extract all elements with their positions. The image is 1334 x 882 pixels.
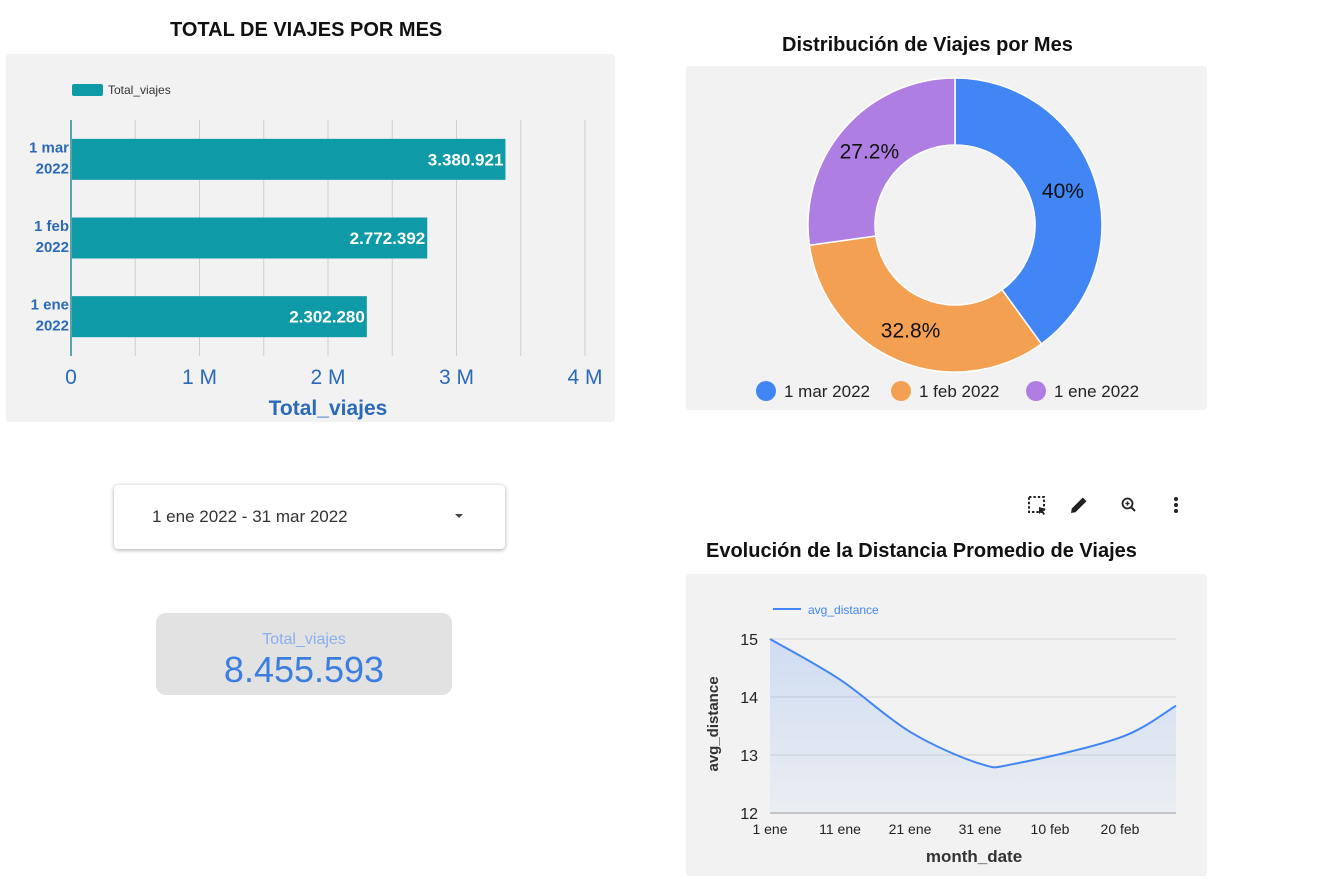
bar-x-axis-title: Total_viajes xyxy=(269,397,388,420)
line-area-fill xyxy=(770,639,1176,813)
donut-legend-swatch xyxy=(1026,381,1046,401)
donut-legend-label: 1 mar 2022 xyxy=(784,382,870,401)
line-y-tick-label: 14 xyxy=(740,690,758,707)
line-x-tick-label: 1 ene xyxy=(752,821,787,837)
line-x-tick-label: 20 feb xyxy=(1101,821,1140,837)
donut-slice[interactable] xyxy=(954,77,1103,345)
line-chart-panel[interactable]: avg_distance 12 13 14 15 1 ene 11 ene 21 ene 3… xyxy=(686,574,1207,876)
donut-chart[interactable]: 40% 32.8% 27.2% 1 mar 2022 1 feb 2022 1 ene … xyxy=(686,66,1207,410)
bar-x-tick-label: 4 M xyxy=(567,366,602,389)
date-range-value: 1 ene 2022 - 31 mar 2022 xyxy=(152,507,348,526)
donut-data-label: 27.2% xyxy=(840,140,900,163)
bar-chart-panel[interactable]: Total_viajes 3.380.921 2.772.392 2.302.280… xyxy=(6,54,615,422)
donut-chart-panel[interactable]: 40% 32.8% 27.2% 1 mar 2022 1 feb 2022 1 ene … xyxy=(686,66,1207,410)
line-y-tick-label: 15 xyxy=(740,632,758,649)
line-y-tick-label: 13 xyxy=(740,748,758,765)
date-range-picker[interactable]: 1 ene 2022 - 31 mar 2022 xyxy=(114,485,505,549)
zoom-icon[interactable] xyxy=(1116,492,1142,518)
line-y-axis-title: avg_distance xyxy=(705,676,722,771)
line-y-tick-label: 12 xyxy=(740,806,758,823)
line-chart[interactable]: avg_distance 12 13 14 15 1 ene 11 ene 21 ene 3… xyxy=(686,574,1207,876)
donut-data-label: 32.8% xyxy=(881,319,941,342)
bar-data-label: 3.380.921 xyxy=(428,150,504,169)
bar-mark[interactable] xyxy=(72,138,506,180)
bar-chart-title: TOTAL DE VIAJES POR MES xyxy=(170,19,443,41)
bar-x-tick-label: 0 xyxy=(65,366,77,389)
donut-slice[interactable] xyxy=(807,77,956,247)
donut-legend-swatch xyxy=(756,381,776,401)
bar-chart[interactable]: Total_viajes 3.380.921 2.772.392 2.302.280… xyxy=(6,54,615,422)
bar-mark[interactable] xyxy=(72,217,428,259)
line-chart-title: Evolución de la Distancia Promedio de Vi… xyxy=(706,540,1137,562)
line-x-tick-label: 21 ene xyxy=(889,821,932,837)
line-x-tick-label: 11 ene xyxy=(819,821,861,837)
bar-category-label: 1 ene 2022 xyxy=(31,297,69,335)
bar-x-tick-label: 2 M xyxy=(310,366,345,389)
scorecard-total-viajes: Total_viajes 8.455.593 xyxy=(156,613,452,695)
line-x-axis-title: month_date xyxy=(926,847,1022,866)
donut-legend-label: 1 ene 2022 xyxy=(1054,382,1139,401)
bar-mark[interactable] xyxy=(72,296,367,338)
donut-chart-title: Distribución de Viajes por Mes xyxy=(782,34,1073,56)
bar-data-label: 2.772.392 xyxy=(350,229,426,248)
select-area-icon[interactable] xyxy=(1024,492,1050,518)
line-series-avg-distance xyxy=(769,638,1177,769)
donut-slice[interactable] xyxy=(808,235,1043,373)
caret-down-icon xyxy=(455,514,463,518)
line-legend-label: avg_distance xyxy=(808,603,879,617)
edit-pencil-icon[interactable] xyxy=(1066,492,1092,518)
line-x-tick-label: 31 ene xyxy=(959,821,1002,837)
more-vert-icon[interactable] xyxy=(1163,492,1189,518)
bar-data-label: 2.302.280 xyxy=(289,308,365,327)
scorecard-label: Total_viajes xyxy=(262,631,346,648)
line-x-tick-label: 10 feb xyxy=(1031,821,1070,837)
bar-x-tick-label: 3 M xyxy=(439,366,474,389)
donut-legend-swatch xyxy=(891,381,911,401)
bar-legend-swatch xyxy=(72,84,103,96)
chart-toolbar xyxy=(1020,492,1195,522)
bar-legend-label: Total_viajes xyxy=(108,83,171,97)
bar-category-label: 1 mar 2022 xyxy=(29,139,69,177)
donut-legend-label: 1 feb 2022 xyxy=(919,382,999,401)
bar-x-tick-label: 1 M xyxy=(182,366,217,389)
scorecard-value: 8.455.593 xyxy=(223,649,385,690)
donut-data-label: 40% xyxy=(1042,180,1084,203)
bar-category-label: 1 feb 2022 xyxy=(34,218,69,256)
